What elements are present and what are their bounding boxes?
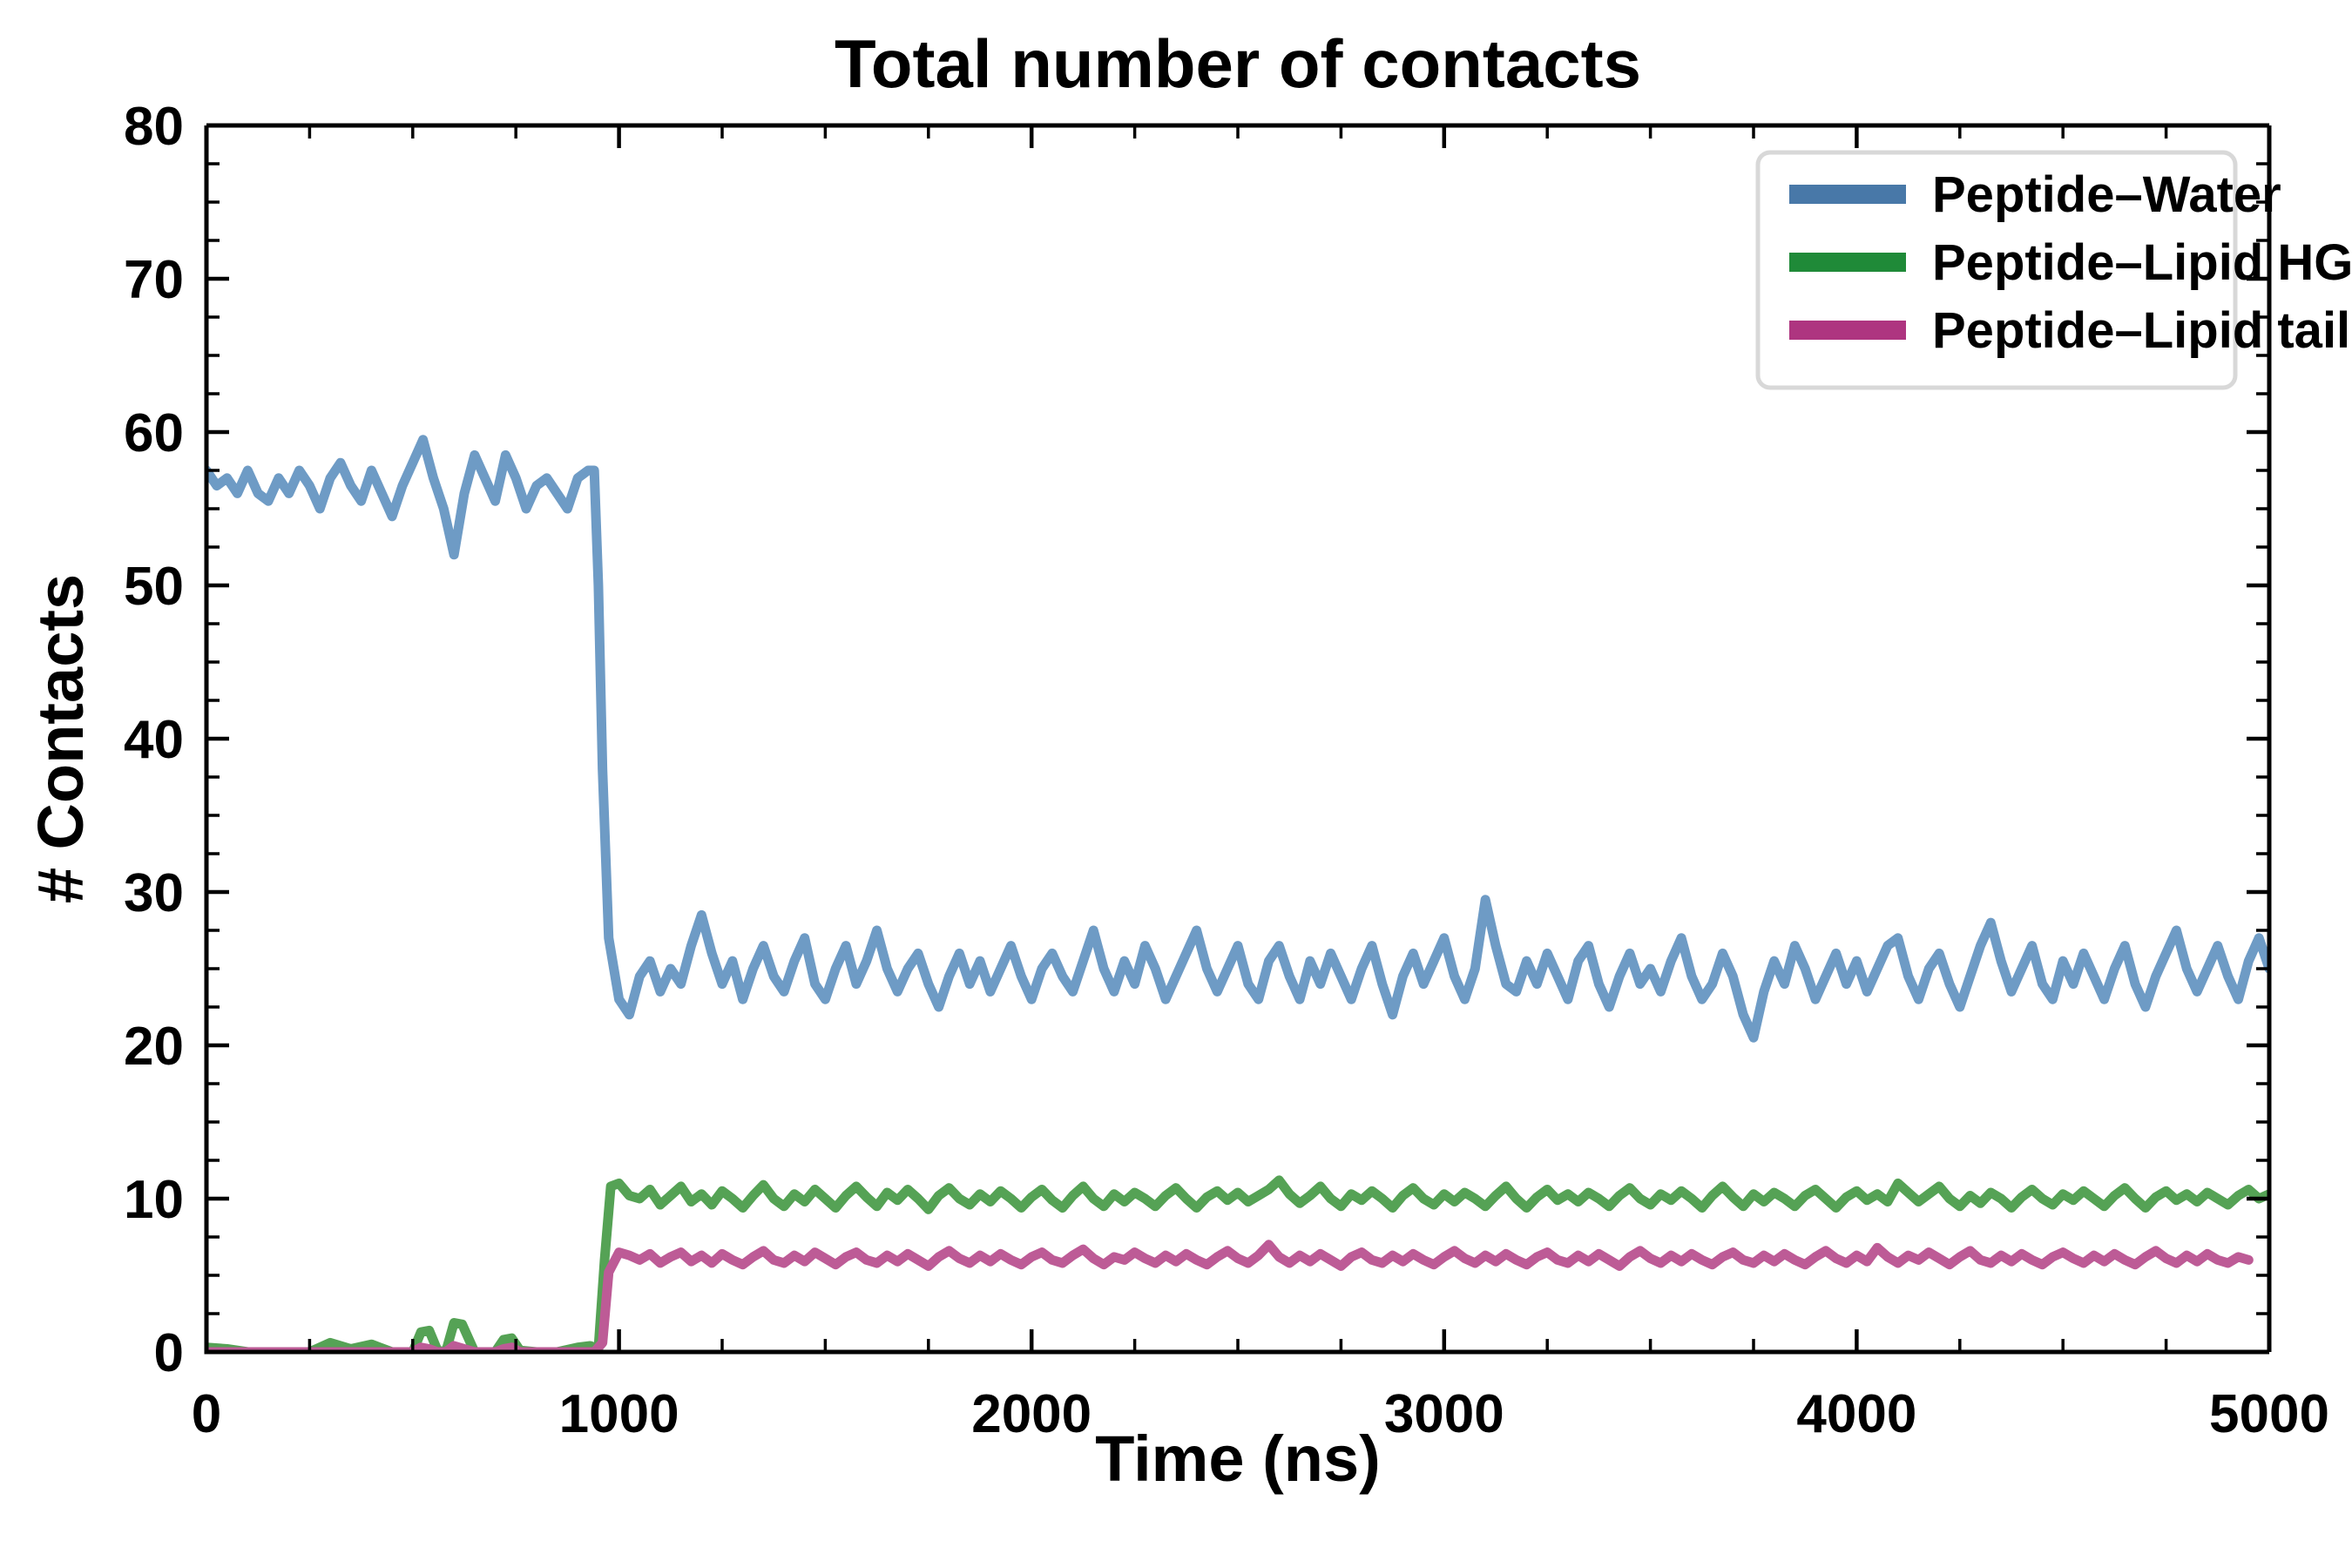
series-line-0 (206, 435, 2269, 1043)
x-ticks-group: 0 1000 2000 3000 4000 5000 (192, 125, 2329, 1444)
x-tick-label: 4000 (1796, 1384, 1916, 1444)
y-tick-label: 70 (124, 250, 184, 310)
y-tick-label: 30 (124, 863, 184, 923)
y-tick-label: 10 (124, 1170, 184, 1230)
legend-label-2: Peptide–Lipid tails (1932, 302, 2352, 359)
x-tick-label: 3000 (1384, 1384, 1504, 1444)
series-group (206, 435, 2269, 1352)
legend: Peptide–Water Peptide–Lipid HGs Peptide–Li… (1755, 150, 2352, 390)
y-tick-label: 0 (154, 1323, 184, 1383)
y-tick-label: 80 (124, 97, 184, 157)
series-line-2 (206, 1240, 2254, 1352)
y-tick-label: 50 (124, 557, 184, 617)
x-tick-label: 2000 (971, 1384, 1092, 1444)
y-tick-label: 40 (124, 710, 184, 770)
legend-label-0: Peptide–Water (1932, 166, 2281, 223)
series-line-1 (206, 1175, 2269, 1352)
y-tick-label: 60 (124, 403, 184, 463)
x-tick-label: 5000 (2209, 1384, 2329, 1444)
legend-label-1: Peptide–Lipid HGs (1932, 234, 2352, 291)
y-tick-label: 20 (124, 1017, 184, 1077)
x-axis-title: Time (ns) (1095, 1423, 1381, 1495)
x-tick-label: 1000 (559, 1384, 679, 1444)
y-axis-title: # Contacts (24, 574, 97, 903)
y-ticks-group: 0 10 20 30 40 50 60 70 80 (124, 97, 2269, 1383)
chart-title: Total number of contacts (835, 25, 1641, 102)
x-tick-label: 0 (192, 1384, 221, 1444)
